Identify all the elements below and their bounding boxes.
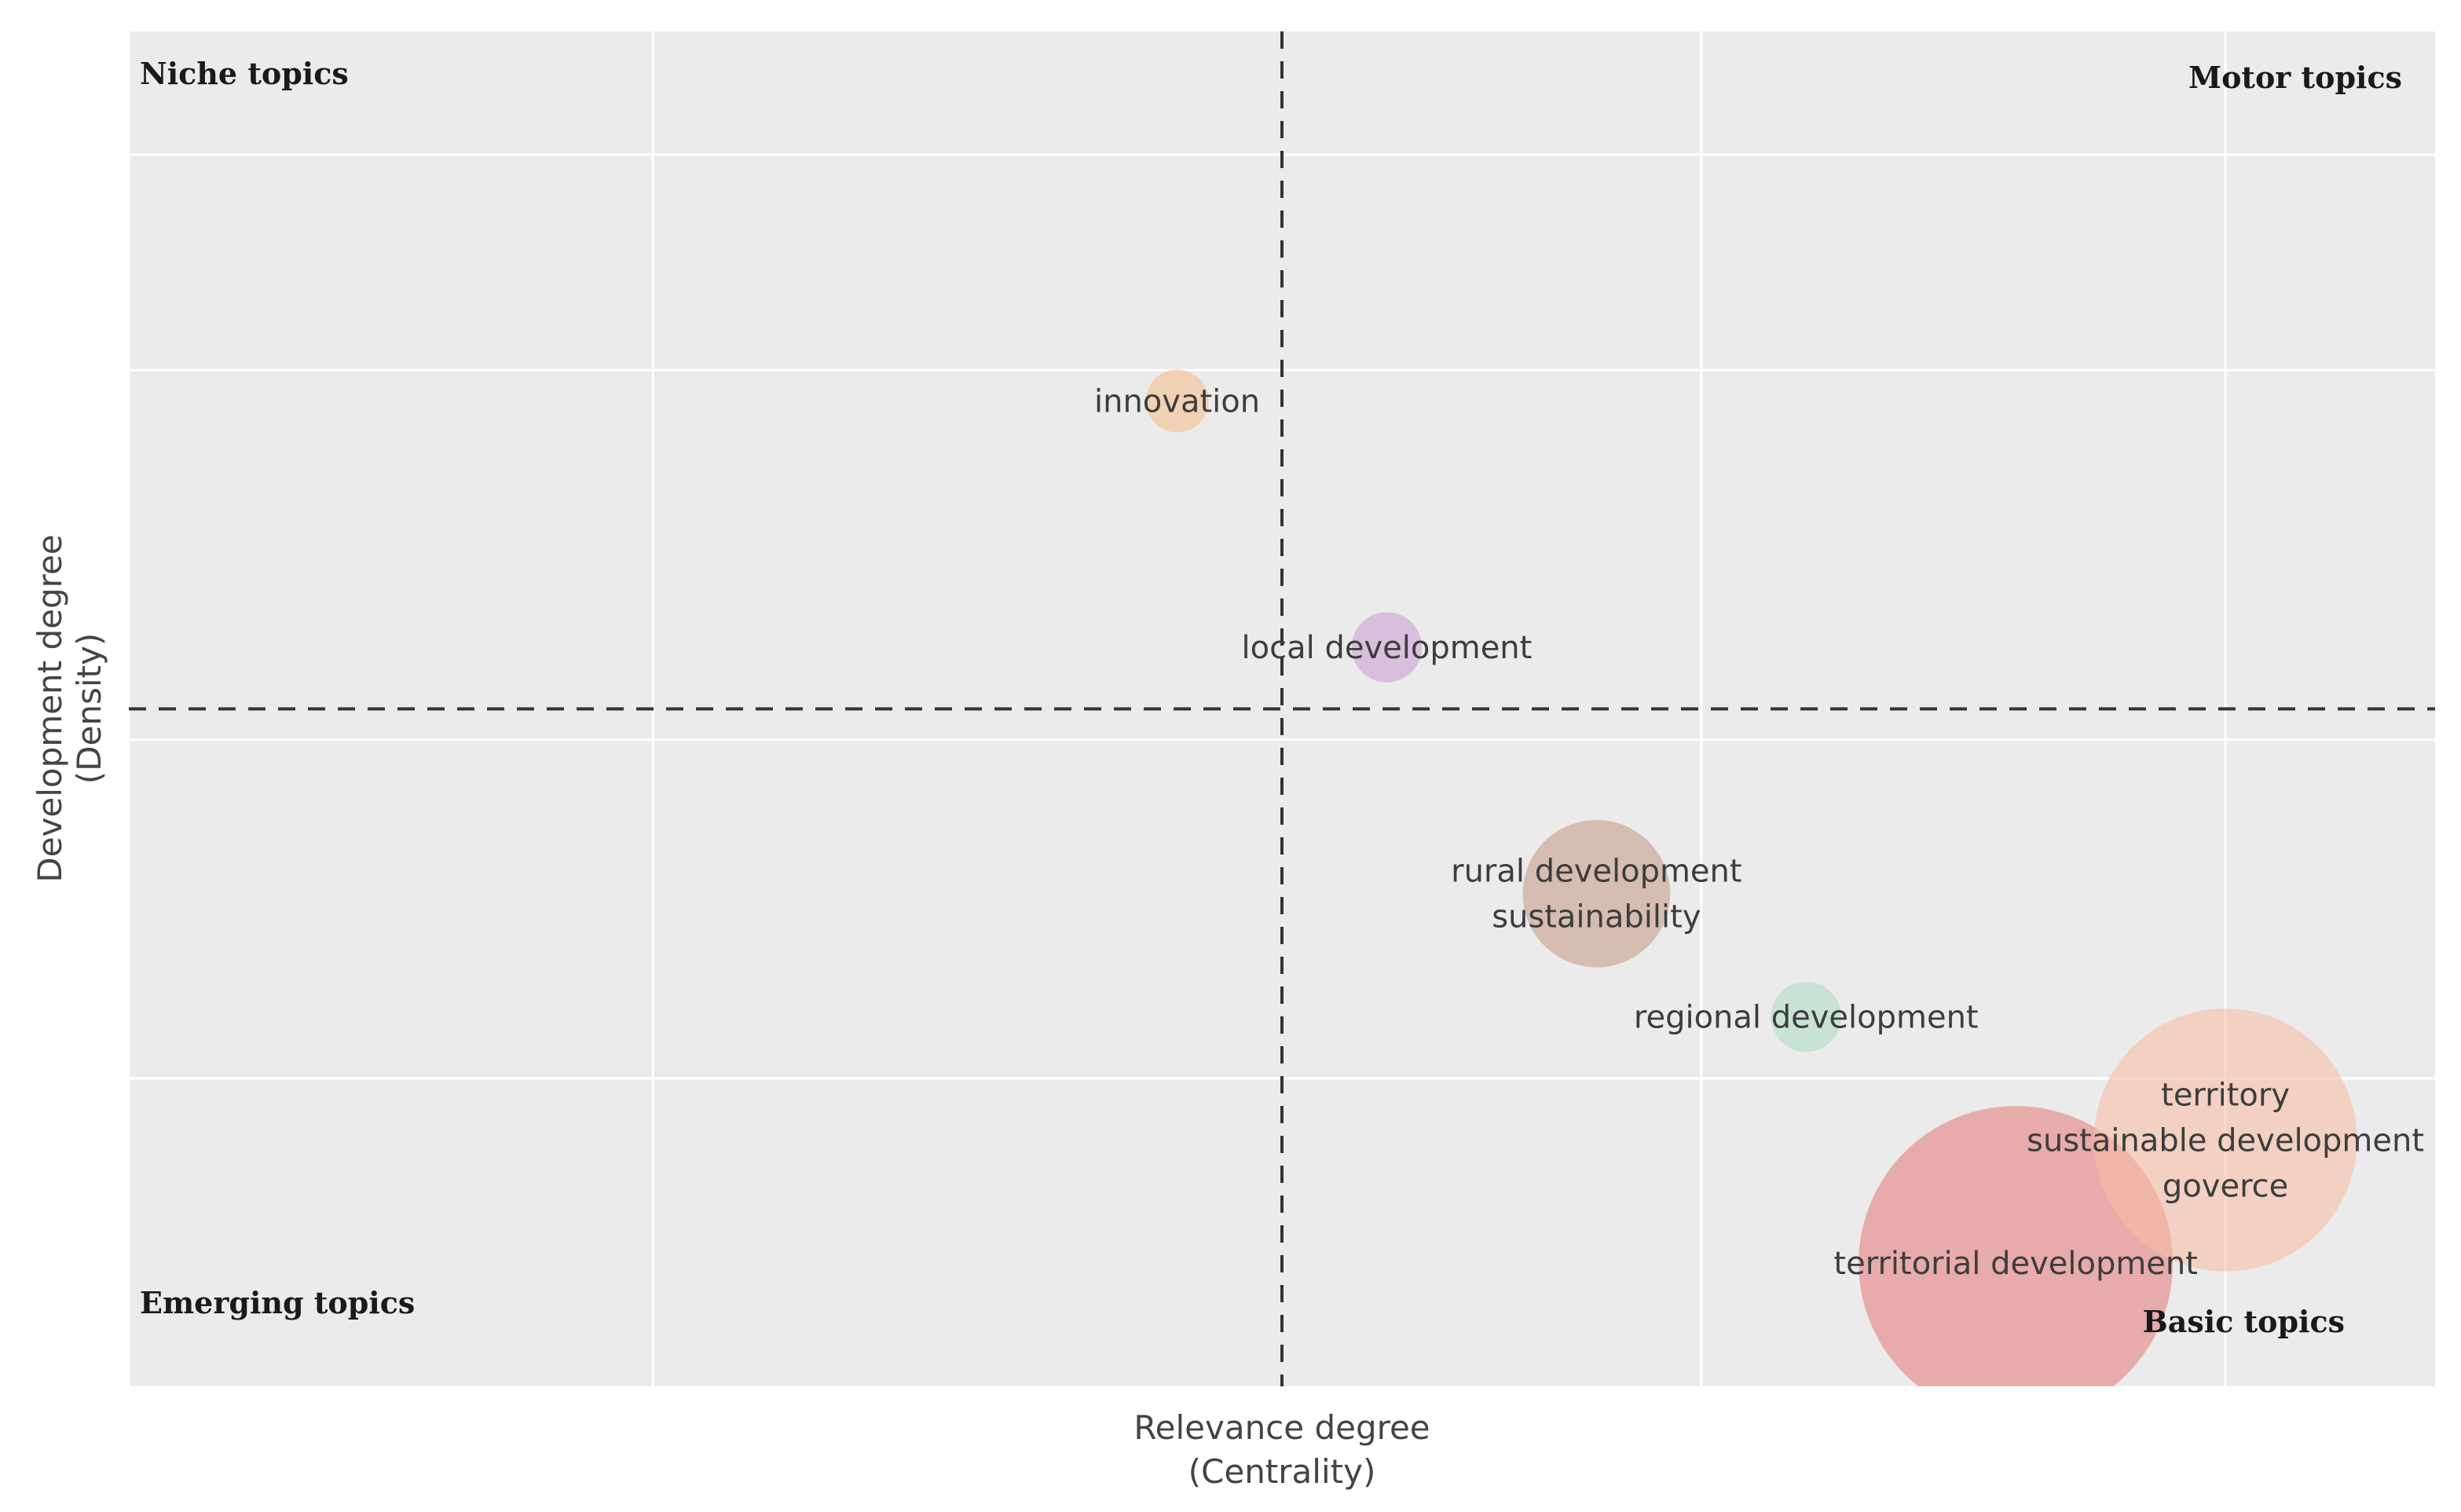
bubble-label: rural development [1451,854,1741,890]
x-axis-title: Relevance degree [1133,1408,1430,1447]
x-axis-subtitle: (Centrality) [1188,1452,1376,1491]
bubble-point [1145,369,1209,433]
bubble-point [1351,612,1423,683]
bubble-label: sustainable development [2027,1122,2424,1159]
bubble-label: territory [2161,1077,2290,1113]
bubbles [1145,369,2357,1386]
bubble-label: regional development [1634,1000,1979,1036]
bubble-label: local development [1242,630,1533,666]
bubble-point [1522,819,1671,968]
quadrant-label-basic: Basic topics [2143,1304,2345,1339]
quadrant-label-niche: Niche topics [140,56,349,91]
y-axis-title: Development degree [31,534,69,882]
bubble-point [2093,1009,2357,1272]
bubble-labels: innovation local development rural develop… [1094,383,2424,1282]
quadrant-label-motor: Motor topics [2188,60,2402,95]
bubble-point [1859,1106,2174,1386]
bubble-label: innovation [1094,383,1260,419]
y-axis-subtitle: (Density) [70,633,108,784]
reference-lines [129,31,2435,1386]
bubble-point [1771,981,1841,1053]
bubble-label: goverce [2163,1168,2288,1204]
bubble-label: sustainability [1492,899,1701,935]
quadrant-label-emerging: Emerging topics [140,1285,415,1320]
bubble-label: territorial development [1833,1246,2198,1282]
